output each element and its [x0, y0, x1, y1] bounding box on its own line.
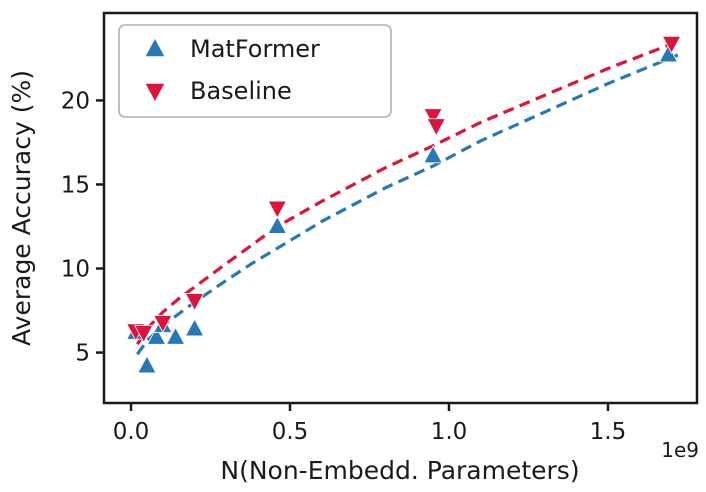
baseline-point: [267, 200, 288, 219]
legend-item-baseline: Baseline: [144, 77, 292, 105]
triangle-down-icon: [144, 83, 166, 103]
axes-spines: [102, 11, 699, 405]
y-tick-label: 5: [75, 341, 90, 367]
baseline-point: [423, 108, 443, 127]
baseline-point: [153, 315, 173, 333]
baseline-point: [426, 118, 446, 137]
y-axis-label: Average Accuracy (%): [7, 70, 36, 346]
y-tick-label: 15: [61, 172, 90, 198]
legend-label: MatFormer: [190, 35, 320, 63]
x-tick-label: 1.5: [590, 419, 627, 445]
matformer-point: [165, 326, 186, 345]
matformer-point: [423, 145, 443, 164]
baseline-point: [661, 35, 682, 54]
matformer-point: [146, 326, 167, 345]
matformer-trend-line: [136, 53, 679, 356]
y-tick-label: 10: [61, 257, 90, 283]
legend: MatFormer Baseline: [118, 24, 392, 118]
legend-box: [118, 24, 392, 118]
x-tick-label: 0.5: [272, 419, 309, 445]
x-tick-label: 0.0: [113, 419, 150, 445]
baseline-trend-line: [136, 40, 679, 346]
matformer-point: [137, 355, 157, 374]
legend-item-matformer: MatFormer: [144, 35, 320, 63]
plot-area: 0.0 0.5 1.0 1.5 5 10 15 20 MatFormer Baseline: [61, 11, 699, 445]
matformer-point: [658, 44, 679, 63]
matformer-point: [184, 318, 205, 337]
baseline-point: [134, 325, 154, 344]
legend-label: Baseline: [190, 77, 292, 105]
triangle-up-icon: [144, 37, 166, 57]
y-tick-label: 20: [61, 88, 90, 114]
baseline-point: [184, 293, 205, 312]
x-tick-label: 1.0: [431, 419, 468, 445]
x-axis-label: N(Non-Embedd. Parameters): [220, 456, 579, 485]
matformer-point: [267, 215, 288, 234]
x-axis-offset-text: 1e9: [661, 438, 699, 462]
